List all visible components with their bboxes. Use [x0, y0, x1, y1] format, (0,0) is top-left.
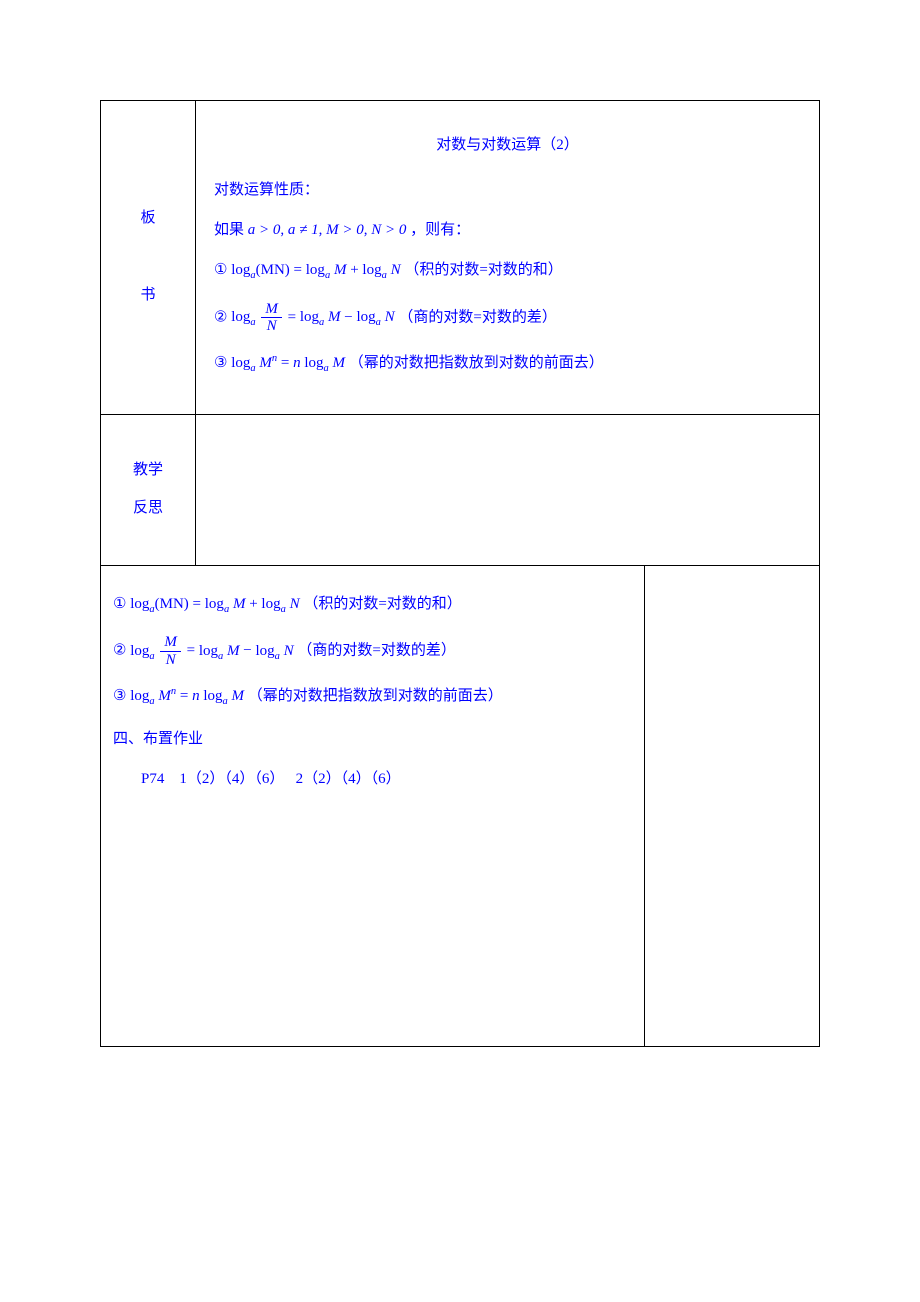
rule-1-desc: （积的对数=对数的和）: [404, 262, 562, 278]
rule-3: ③ loga Mn = n loga M （幂的对数把指数放到对数的前面去）: [214, 351, 801, 378]
rule-1: ① loga(MN) = loga M + loga N （积的对数=对数的和）: [214, 258, 801, 285]
rule-2: ② loga M N = loga M − loga N （商的对数=对数的差）: [214, 301, 801, 335]
rule-3-desc: （幂的对数把指数放到对数的前面去）: [349, 355, 604, 371]
label-char-1: 板: [113, 200, 183, 238]
cond-prefix: 如果: [214, 222, 248, 238]
bottom-rule-3-desc: （幂的对数把指数放到对数的前面去）: [248, 688, 503, 704]
homework-heading: 四、布置作业: [113, 727, 632, 751]
cond-n-gt-0: N > 0: [371, 222, 406, 238]
content-bottom-right: [645, 565, 820, 1046]
label-line-1: 教学: [113, 452, 183, 490]
content-bottom-left: ① loga(MN) = loga M + loga N （积的对数=对数的和）…: [101, 565, 645, 1046]
bottom-rule-2: ② loga M N = loga M − loga N （商的对数=对数的差）: [113, 634, 632, 668]
label-teaching-reflection: 教学 反思: [101, 414, 196, 565]
content-teaching-reflection: [196, 414, 820, 565]
homework-body: P74 1（2）（4）（6） 2（2）（4）（6）: [141, 767, 632, 791]
row-board-writing: 板 书 对数与对数运算（2） 对数运算性质： 如果 a > 0, a ≠ 1, …: [101, 101, 820, 415]
cond-a-ne-1: a ≠ 1: [288, 222, 319, 238]
row-teaching-reflection: 教学 反思: [101, 414, 820, 565]
bottom-rule-1-desc: （积的对数=对数的和）: [303, 596, 461, 612]
lesson-plan-table: 板 书 对数与对数运算（2） 对数运算性质： 如果 a > 0, a ≠ 1, …: [100, 100, 820, 1047]
rule-2-desc: （商的对数=对数的差）: [398, 309, 556, 325]
condition-line: 如果 a > 0, a ≠ 1, M > 0, N > 0 ，则有：: [214, 218, 801, 242]
cond-a-gt-0: a > 0: [248, 222, 281, 238]
cond-m-gt-0: M > 0: [326, 222, 364, 238]
bottom-rule-2-desc: （商的对数=对数的差）: [297, 643, 455, 659]
label-board-writing: 板 书: [101, 101, 196, 415]
section-title: 对数与对数运算（2）: [214, 133, 801, 154]
bottom-fraction-m-over-n: M N: [160, 634, 181, 668]
content-board-writing: 对数与对数运算（2） 对数运算性质： 如果 a > 0, a ≠ 1, M > …: [196, 101, 820, 415]
properties-heading: 对数运算性质：: [214, 178, 801, 202]
label-char-2: 书: [113, 277, 183, 315]
document-page: 板 书 对数与对数运算（2） 对数运算性质： 如果 a > 0, a ≠ 1, …: [0, 0, 920, 1247]
label-line-2: 反思: [113, 490, 183, 528]
fraction-m-over-n: M N: [261, 301, 282, 335]
bottom-rule-1: ① loga(MN) = loga M + loga N （积的对数=对数的和）: [113, 592, 632, 619]
row-bottom: ① loga(MN) = loga M + loga N （积的对数=对数的和）…: [101, 565, 820, 1046]
cond-suffix: ，则有：: [410, 222, 470, 238]
bottom-rule-3: ③ loga Mn = n loga M （幂的对数把指数放到对数的前面去）: [113, 684, 632, 711]
